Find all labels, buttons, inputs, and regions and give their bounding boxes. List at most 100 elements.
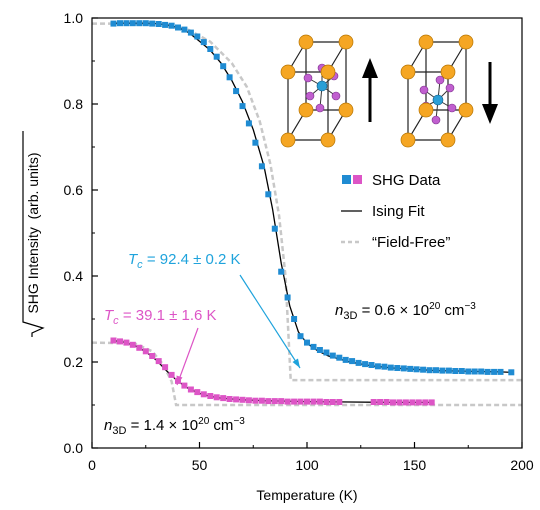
data-point	[136, 20, 143, 27]
y-tick-label: 0.4	[64, 268, 84, 284]
data-point	[252, 397, 259, 404]
data-point	[508, 369, 515, 376]
plot-frame	[91, 17, 523, 449]
data-point	[200, 39, 207, 46]
data-point	[136, 344, 143, 351]
tc-arrowhead-low	[176, 375, 183, 385]
x-tick-label: 0	[88, 457, 96, 473]
data-point	[383, 399, 390, 405]
data-point	[310, 343, 317, 350]
data-point	[428, 399, 435, 406]
sqrt-sign-icon	[22, 131, 45, 337]
data-point	[422, 399, 429, 406]
tc-annotation-high: Tc = 92.4 ± 0.2 K	[128, 251, 301, 369]
data-point	[181, 26, 188, 33]
data-point	[258, 397, 265, 404]
y-axis-label: SHG Intensity (arb. units)	[25, 152, 41, 313]
data-point	[497, 368, 504, 375]
data-point	[402, 399, 409, 406]
data-point	[409, 399, 416, 406]
y-tick-label: 0.0	[64, 440, 84, 456]
data-point	[368, 362, 375, 368]
legend-label-field-free: “Field-Free”	[372, 234, 450, 251]
data-point	[426, 367, 433, 374]
data-point	[110, 20, 117, 27]
ising-fit-curve	[113, 339, 432, 404]
data-point	[297, 398, 304, 405]
tc-label-high: Tc = 92.4 ± 0.2 K	[128, 251, 241, 271]
data-point	[213, 394, 220, 401]
data-point	[226, 74, 233, 81]
data-point	[323, 349, 330, 356]
data-point	[342, 356, 349, 363]
data-point	[297, 333, 304, 340]
data-point	[465, 368, 472, 375]
data-point	[400, 365, 407, 372]
data-point	[374, 363, 381, 370]
data-point	[142, 348, 149, 355]
data-point	[226, 396, 233, 402]
legend-label-fit: Ising Fit	[372, 203, 425, 220]
data-point	[336, 354, 343, 361]
arrow-up-icon	[362, 58, 378, 122]
data-point	[149, 353, 156, 359]
data-point	[155, 358, 162, 365]
data-point	[117, 20, 123, 27]
data-point	[362, 361, 369, 368]
data-point	[149, 20, 156, 27]
data-point	[316, 398, 323, 405]
data-point	[129, 341, 136, 348]
data-point	[258, 163, 265, 170]
data-point	[207, 393, 214, 399]
data-point	[168, 371, 175, 378]
data-point	[155, 21, 162, 27]
data-point	[323, 399, 330, 405]
data-point	[415, 399, 422, 406]
data-point	[252, 139, 259, 146]
x-tick-label: 200	[510, 457, 534, 473]
y-axis-label-group: SHG Intensity (arb. units)	[22, 131, 45, 337]
data-point	[310, 398, 317, 405]
data-point	[220, 395, 227, 402]
data-point	[123, 20, 130, 27]
data-point	[387, 364, 394, 371]
data-point	[390, 399, 396, 406]
crystal-structure-down-icon	[400, 34, 474, 148]
tc-label-low: Tc = 39.1 ± 1.6 K	[104, 307, 217, 327]
data-point	[239, 103, 246, 110]
data-point	[284, 398, 291, 405]
data-point	[491, 368, 498, 375]
data-point	[291, 316, 298, 322]
data-point	[407, 365, 414, 372]
y-tick-label: 0.2	[64, 354, 84, 370]
data-point	[291, 398, 298, 405]
density-label-low: n3D = 1.4 × 1020 cm−3	[104, 416, 245, 437]
data-point	[396, 399, 403, 406]
data-point	[284, 294, 291, 301]
density-label-high: n3D = 0.6 × 1020 cm−3	[335, 301, 476, 322]
data-point	[162, 21, 169, 28]
data-point	[420, 366, 427, 373]
data-point	[329, 352, 336, 359]
data-point	[433, 367, 439, 374]
crystal-structure-up-icon	[280, 34, 354, 148]
data-point	[329, 399, 336, 405]
data-point	[394, 365, 401, 371]
y-tick-label: 0.6	[64, 182, 84, 198]
x-axis-label: Temperature (K)	[256, 487, 357, 503]
data-point	[445, 367, 452, 374]
shg-data-points	[110, 20, 515, 406]
data-point	[123, 339, 130, 346]
tc-arrow-low	[176, 327, 199, 386]
legend-swatch-blue	[342, 175, 351, 184]
data-point	[194, 389, 201, 396]
data-point	[370, 399, 377, 405]
x-tick-label: 50	[192, 457, 208, 473]
data-point	[175, 24, 181, 31]
legend: SHG Data Ising Fit “Field-Free”	[341, 172, 450, 251]
data-point	[458, 368, 465, 374]
data-point	[439, 367, 446, 374]
data-point	[316, 347, 323, 353]
data-point	[278, 398, 285, 405]
